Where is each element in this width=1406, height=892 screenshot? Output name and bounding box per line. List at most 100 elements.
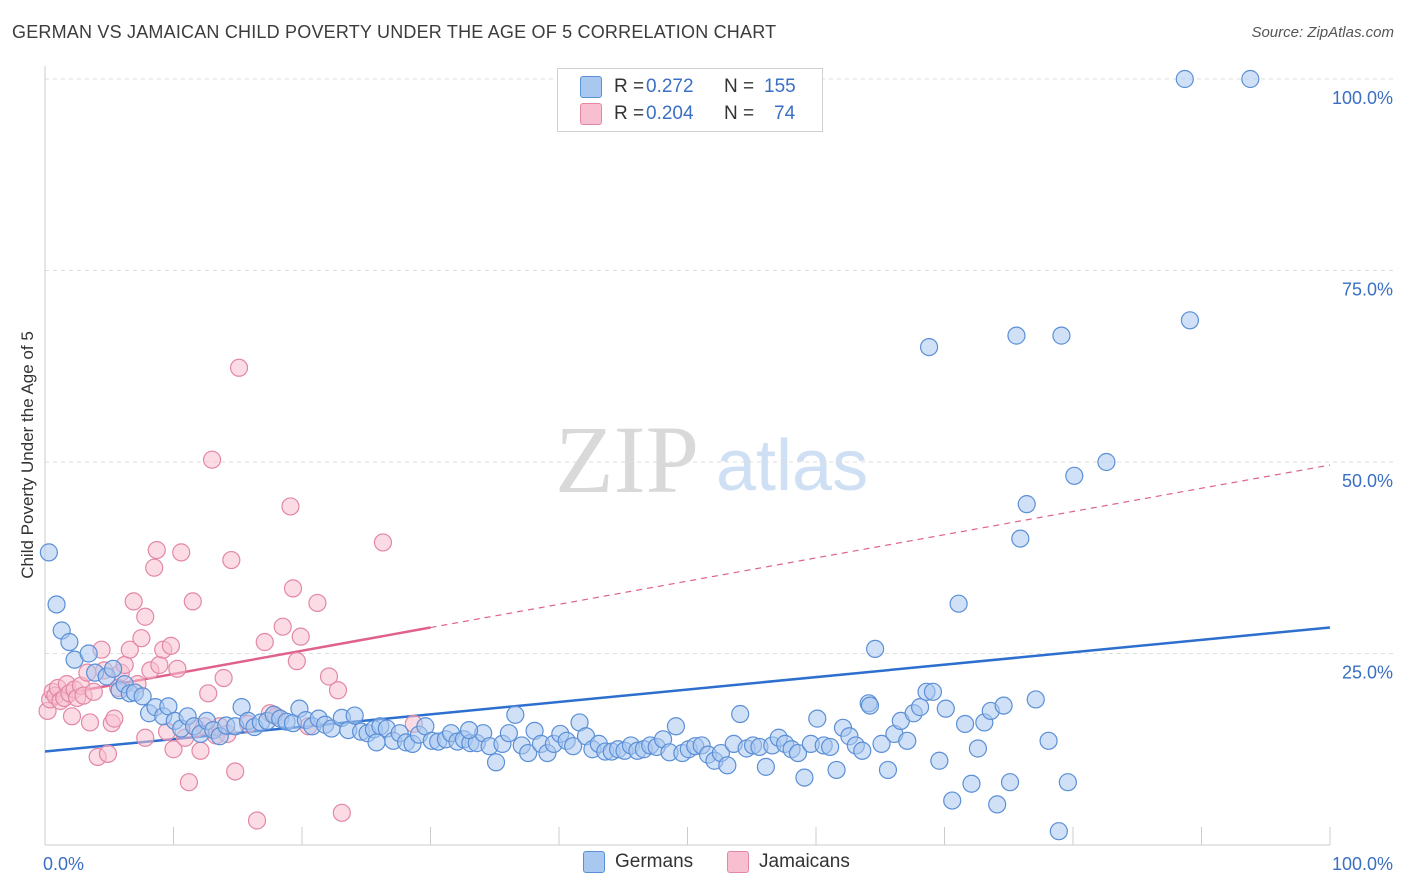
jamaican-trend-line [44,626,431,699]
german-point [943,791,962,810]
jamaican-point [273,617,292,636]
y-tick-label: 50.0% [1342,471,1393,491]
chart-title: GERMAN VS JAMAICAN CHILD POVERTY UNDER T… [12,22,777,42]
german-point [1000,773,1020,792]
legend-item-jamaicans[interactable]: Jamaicans [727,851,850,873]
jamaican-point [168,659,187,678]
jamaican-point [281,497,300,516]
jamaican-point [150,655,169,675]
german-point [60,632,79,652]
jamaican-point [247,811,267,830]
german-point [930,751,949,770]
legend-r-label: R = [614,103,645,124]
jamaican-point [308,593,327,613]
jamaican-point [105,709,124,728]
jamaican-trend-extension [430,464,1331,629]
german-point [731,704,750,724]
german-point [499,724,518,743]
legend-item-germans[interactable]: Germans [583,851,693,873]
german-point [949,594,968,613]
legend-n-value: 155 [764,76,796,97]
german-point [486,753,506,772]
german-point [988,795,1007,814]
correlation-legend: R = 0.272 N = 155 R = 0.204 N = 74 [557,68,823,132]
germans-swatch [583,851,605,873]
germans-swatch [580,76,602,98]
german-point [1175,69,1194,89]
watermark-zip: ZIP [555,406,699,513]
german-point [1097,452,1116,472]
german-point [821,737,840,757]
german-point [1241,69,1260,89]
jamaican-point [120,640,139,659]
german-point [898,731,917,750]
y-tick-label: 25.0% [1342,663,1393,683]
german-point [866,639,885,659]
jamaican-point [84,682,103,701]
german-point [104,659,123,678]
jamaican-point [124,592,143,611]
legend-n-value: 74 [774,103,796,124]
jamaican-point [255,632,274,652]
jamaican-point [373,533,393,552]
jamaican-point [172,543,191,562]
german-point [79,644,98,663]
german-point [756,757,775,776]
jamaican-point [80,713,100,732]
german-point [860,696,880,715]
german-point [1011,529,1030,548]
german-point [519,743,538,763]
watermark-atlas: atlas [716,426,868,506]
jamaican-point [147,540,166,560]
german-point [808,709,827,728]
german-point [923,682,943,701]
jamaican-point [226,762,245,781]
jamaican-point [328,681,348,700]
jamaican-point [62,707,82,726]
x-tick-label: 0.0% [43,854,84,874]
german-point [666,717,686,736]
german-point [564,737,583,756]
german-point [994,696,1013,715]
jamaicans-swatch [727,851,749,873]
german-point [1058,773,1077,792]
jamaicans-label: Jamaicans [759,851,850,872]
y-tick-label: 100.0% [1332,88,1393,108]
legend-row-germans: R = 0.272 N = 155 [580,74,796,100]
german-point [910,698,930,717]
german-point [345,706,364,725]
jamaican-point [136,607,155,626]
jamaican-point [161,636,181,655]
jamaican-point [179,773,199,792]
legend-r-value: 0.272 [646,76,694,97]
jamaican-points [38,358,423,830]
jamaican-point [145,558,164,577]
german-point [1017,495,1036,514]
jamaican-point [191,741,210,760]
german-point [39,543,58,562]
x-tick-label: 100.0% [1332,854,1393,874]
legend-r-value: 0.204 [646,103,694,124]
jamaican-point [332,803,351,822]
german-point [1026,690,1045,709]
legend-row-jamaicans: R = 0.204 N = 74 [580,101,795,127]
german-point [47,595,66,614]
jamaican-point [214,668,233,688]
grid-lines [45,78,1393,654]
german-point [788,743,808,763]
german-point [1052,326,1071,345]
jamaican-point [319,667,339,686]
jamaican-point [132,629,151,648]
german-point [853,741,872,760]
german-point [1065,466,1084,485]
german-point [968,739,988,758]
german-point [1007,326,1026,345]
source-label: Source: ZipAtlas.com [1251,24,1394,41]
german-point [795,768,814,787]
german-point [1180,311,1200,330]
german-point [962,774,981,793]
legend-r-label: R = [614,76,645,97]
series-legend: Germans Jamaicans [0,851,1406,877]
german-point [1039,731,1058,750]
